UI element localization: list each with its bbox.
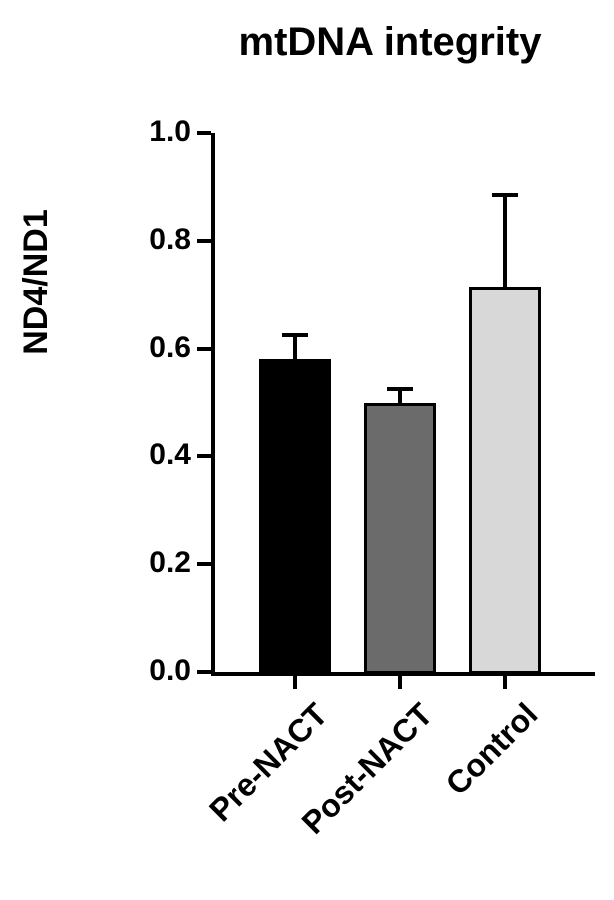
- error-bar: [293, 335, 297, 366]
- y-tick: [197, 562, 211, 567]
- error-bar: [503, 194, 507, 293]
- y-tick: [197, 346, 211, 351]
- y-tick-label: 0.2: [149, 546, 191, 580]
- bar: [259, 359, 331, 674]
- y-tick: [197, 131, 211, 135]
- y-tick: [197, 238, 211, 243]
- y-tick-label: 0.0: [149, 654, 191, 687]
- y-axis-line: [211, 133, 215, 676]
- x-tick: [293, 676, 297, 689]
- bar: [364, 402, 436, 674]
- y-tick: [197, 454, 211, 459]
- error-bar: [398, 389, 402, 409]
- y-axis-label: ND4/ND1: [17, 209, 55, 355]
- x-category-label: Pre-NACT: [202, 696, 335, 829]
- y-tick-label: 0.6: [149, 330, 191, 364]
- bar: [469, 286, 541, 674]
- y-tick: [197, 670, 211, 674]
- x-tick: [503, 676, 507, 689]
- y-tick-label: 1.0: [149, 115, 191, 148]
- y-tick-label: 0.8: [149, 222, 191, 256]
- x-tick: [398, 676, 402, 689]
- error-bar-cap: [492, 192, 518, 197]
- error-bar-cap: [387, 387, 413, 392]
- error-bar-cap: [282, 333, 308, 338]
- chart-title: mtDNA integrity: [238, 20, 542, 64]
- y-tick-label: 0.4: [149, 438, 191, 472]
- x-axis-line: [211, 672, 595, 676]
